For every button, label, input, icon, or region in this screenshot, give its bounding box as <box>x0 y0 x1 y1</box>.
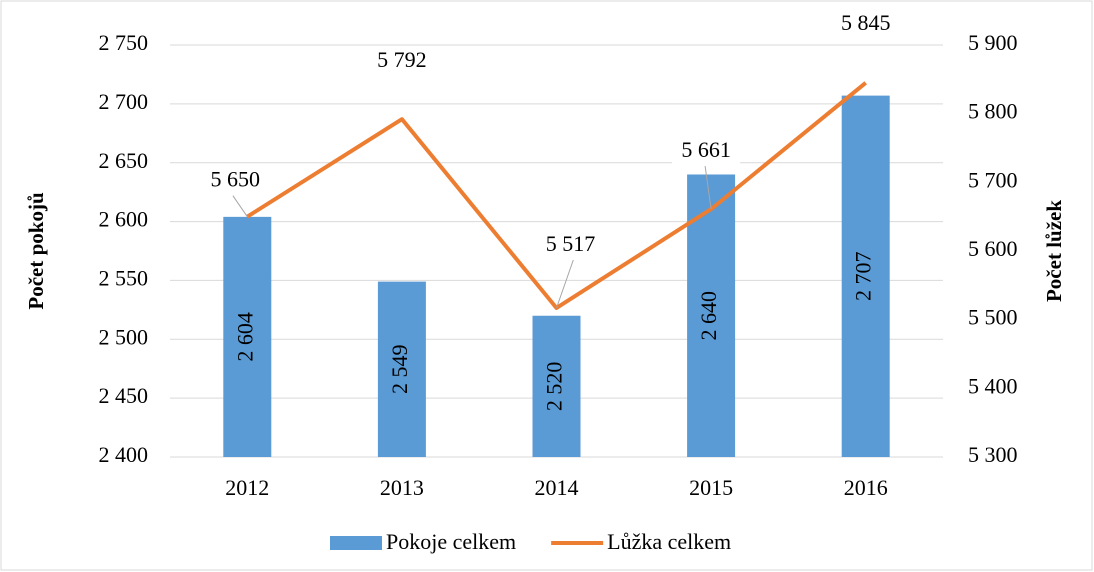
y2-tick-label: 5 900 <box>968 30 1018 55</box>
y-tick-label: 2 700 <box>99 89 149 114</box>
bar-value-label: 2 604 <box>232 312 257 362</box>
y-tick-label: 2 550 <box>99 265 149 290</box>
y2-tick-label: 5 700 <box>968 167 1018 192</box>
x-tick-label: 2015 <box>689 475 733 500</box>
x-tick-label: 2012 <box>225 475 269 500</box>
y2-tick-label: 5 800 <box>968 99 1018 124</box>
bar <box>532 315 581 457</box>
label-bg <box>672 139 741 166</box>
label-bg <box>831 11 900 38</box>
bar-value-label: 2 640 <box>696 291 721 341</box>
label-bg <box>536 232 605 259</box>
bar-value-label: 2 549 <box>387 345 412 395</box>
legend-label: Pokoje celkem <box>386 529 516 554</box>
y-tick-label: 2 400 <box>99 442 149 467</box>
y-tick-label: 2 600 <box>99 207 149 232</box>
line-value-label: 5 517 <box>546 231 596 256</box>
bar <box>841 95 890 458</box>
line-value-label: 5 845 <box>841 10 891 35</box>
bar-value-label: 2 707 <box>851 252 876 302</box>
line-value-label: 5 792 <box>377 47 427 72</box>
bar <box>223 216 272 457</box>
line-value-label: 5 661 <box>681 137 731 162</box>
y-tick-label: 2 450 <box>99 383 149 408</box>
y2-tick-label: 5 300 <box>968 442 1018 467</box>
y-tick-label: 2 750 <box>99 30 149 55</box>
x-tick-label: 2016 <box>844 475 888 500</box>
line-value-label: 5 650 <box>211 167 261 192</box>
y2-tick-label: 5 400 <box>968 373 1018 398</box>
y2-tick-label: 5 600 <box>968 236 1018 261</box>
y-tick-label: 2 650 <box>99 148 149 173</box>
leader-line <box>704 166 712 210</box>
x-tick-label: 2014 <box>535 475 579 500</box>
legend-swatch <box>330 536 382 550</box>
x-tick-label: 2013 <box>380 475 424 500</box>
y-axis-title: Počet pokojů <box>24 192 48 310</box>
label-bg <box>201 168 270 195</box>
bar-value-label: 2 520 <box>542 362 567 412</box>
leader-line <box>556 259 574 309</box>
legend-label: Lůžka celkem <box>607 529 731 554</box>
y2-tick-label: 5 500 <box>968 305 1018 330</box>
bar <box>377 281 426 457</box>
y2-axis-title: Počet lůžek <box>1042 200 1066 302</box>
y-tick-label: 2 500 <box>99 324 149 349</box>
label-bg <box>367 49 436 76</box>
leader-line <box>232 195 248 217</box>
